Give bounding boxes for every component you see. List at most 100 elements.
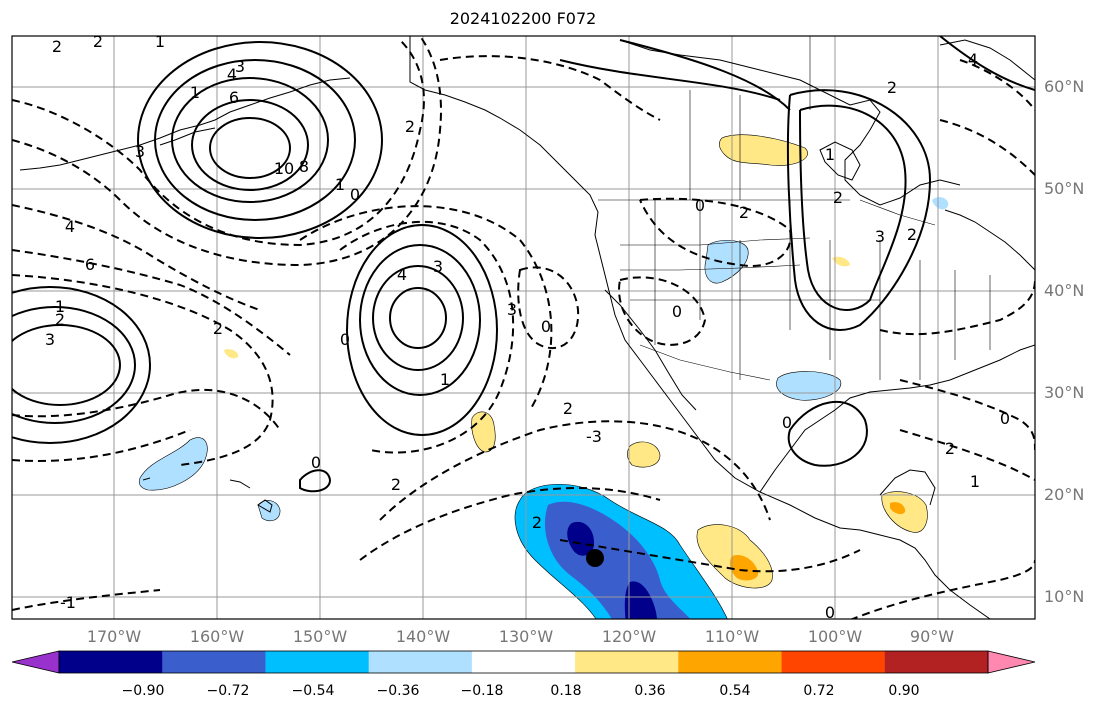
colorbar-tick-label: 0.36: [634, 683, 666, 699]
lon-label-130w: 130°W: [498, 627, 554, 646]
colorbar-tick-label: 0.18: [550, 683, 582, 699]
lat-label-10: 10°N: [1044, 587, 1085, 606]
contour-label: -1: [60, 593, 76, 612]
coastlines: [19, 36, 1035, 619]
political-borders: [598, 36, 991, 381]
contour-label: 1: [335, 175, 345, 194]
colorbar-extend-min: [11, 650, 60, 674]
lightblue-texas: [776, 371, 842, 401]
lon-label-140w: 140°W: [395, 627, 451, 646]
contour-label: 2: [405, 117, 415, 136]
yellow-spot-2: [832, 256, 850, 267]
colorbar-tick-label: 0.72: [803, 683, 835, 699]
contour-label: 10: [274, 159, 294, 178]
lightblue-lakes: [932, 197, 949, 210]
colorbar-segment: [265, 651, 370, 673]
colorbar-tick-label: −0.54: [291, 683, 335, 699]
orange-mexico: [729, 554, 759, 581]
contour-label: 4: [968, 50, 978, 69]
contour-label: 3: [507, 300, 517, 319]
lat-label-40: 40°N: [1044, 281, 1085, 300]
colorbar-segment: [678, 651, 783, 673]
contour-label: 3: [433, 257, 443, 276]
contour-label: 2: [887, 78, 897, 97]
colorbar-segment: [368, 651, 473, 673]
graticule: [12, 36, 1035, 619]
contours-positive: [12, 36, 1035, 493]
lon-label-150w: 150°W: [292, 627, 348, 646]
contour-label: 2: [907, 225, 917, 244]
lat-label-30: 30°N: [1044, 383, 1085, 402]
contour-label: 6: [85, 255, 95, 274]
contour-label: 0: [340, 330, 350, 349]
colorbar-tick-label: −0.90: [121, 683, 165, 699]
lon-label-120w: 120°W: [601, 627, 657, 646]
colorbar-segment: [575, 651, 679, 673]
contour-label: 2: [391, 475, 401, 494]
contour-label: 3: [235, 57, 245, 76]
lon-label-90w: 90°W: [909, 627, 955, 646]
contour-label: 2: [833, 188, 843, 207]
contour-label: 1: [970, 472, 980, 491]
colorbar-tick-label: −0.72: [206, 683, 250, 699]
colorbar-segment: [781, 651, 886, 673]
contour-label: 1: [825, 145, 835, 164]
contour-label: 2: [563, 399, 573, 418]
contour-label: 3: [45, 330, 55, 349]
lat-label-20: 20°N: [1044, 485, 1085, 504]
colorbar-tick-label: −0.36: [376, 683, 420, 699]
lon-label-160w: 160°W: [189, 627, 245, 646]
yellow-canada: [719, 134, 808, 166]
colorbar-segment: [162, 651, 266, 673]
contour-label: 1: [155, 32, 165, 51]
orange-gulf: [890, 502, 906, 515]
lon-label-100w: 100°W: [807, 627, 863, 646]
contours-negative: [12, 36, 1035, 619]
map-title: 2024102200 F072: [449, 9, 597, 28]
contour-label: 0: [672, 302, 682, 321]
contour-label: -3: [586, 427, 602, 446]
lat-label-60: 60°N: [1044, 77, 1085, 96]
shaded-fields: [138, 134, 949, 619]
contour-label: 0: [825, 603, 835, 622]
yellow-spot-1: [224, 349, 239, 359]
colorbar-segment: [59, 651, 163, 673]
contour-label: 6: [229, 88, 239, 107]
contour-label: 4: [227, 65, 237, 84]
yellow-pacific: [471, 411, 496, 453]
contour-label: 2: [739, 203, 749, 222]
contour-label: 0: [311, 453, 321, 472]
lon-label-110w: 110°W: [704, 627, 760, 646]
contour-label: 1: [55, 297, 65, 316]
colorbar-tick-label: 0.90: [888, 683, 920, 699]
contour-label: 2: [213, 319, 223, 338]
colorbar-extend-max: [987, 650, 1036, 674]
contour-label: 4: [397, 265, 407, 284]
lat-label-50: 50°N: [1044, 179, 1085, 198]
navy-shade: [567, 521, 595, 556]
navy-shade-2: [624, 581, 658, 619]
lightblue-rockies: [704, 240, 749, 284]
contour-label: 0: [541, 317, 551, 336]
contour-label: 3: [875, 227, 885, 246]
lightblue-hawaii: [138, 437, 208, 491]
storm-center-marker: [586, 549, 604, 567]
map-frame: [11, 35, 1036, 620]
contour-label: 0: [782, 413, 792, 432]
contour-label: 1: [440, 370, 450, 389]
colorbar-segment: [884, 651, 989, 673]
colorbar: [11, 650, 1036, 674]
contour-label: 2: [93, 32, 103, 51]
contour-label: 4: [65, 217, 75, 236]
contour-label: 2: [945, 439, 955, 458]
contour-label: 0: [695, 196, 705, 215]
contour-label: 2: [52, 37, 62, 56]
yellow-baja: [626, 441, 661, 468]
contour-label: 3: [135, 142, 145, 161]
contour-label: 2: [55, 310, 65, 329]
lon-label-170w: 170°W: [86, 627, 142, 646]
contour-label: 0: [350, 185, 360, 204]
colorbar-segment: [471, 651, 576, 673]
contour-label: 0: [1000, 409, 1010, 428]
